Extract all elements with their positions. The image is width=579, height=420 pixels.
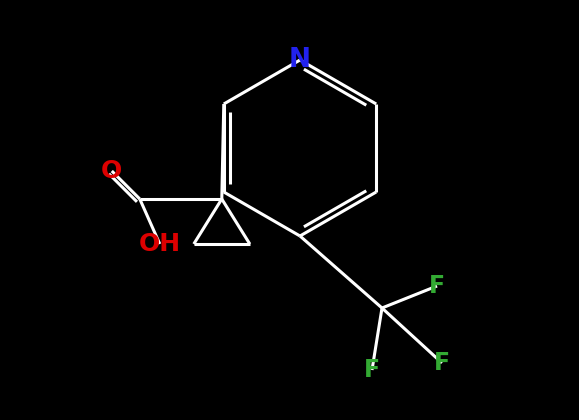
Text: N: N [289, 47, 311, 73]
Text: O: O [101, 159, 122, 183]
Text: F: F [429, 274, 445, 298]
Text: F: F [364, 358, 380, 382]
Text: OH: OH [139, 232, 181, 256]
Text: F: F [434, 351, 450, 375]
